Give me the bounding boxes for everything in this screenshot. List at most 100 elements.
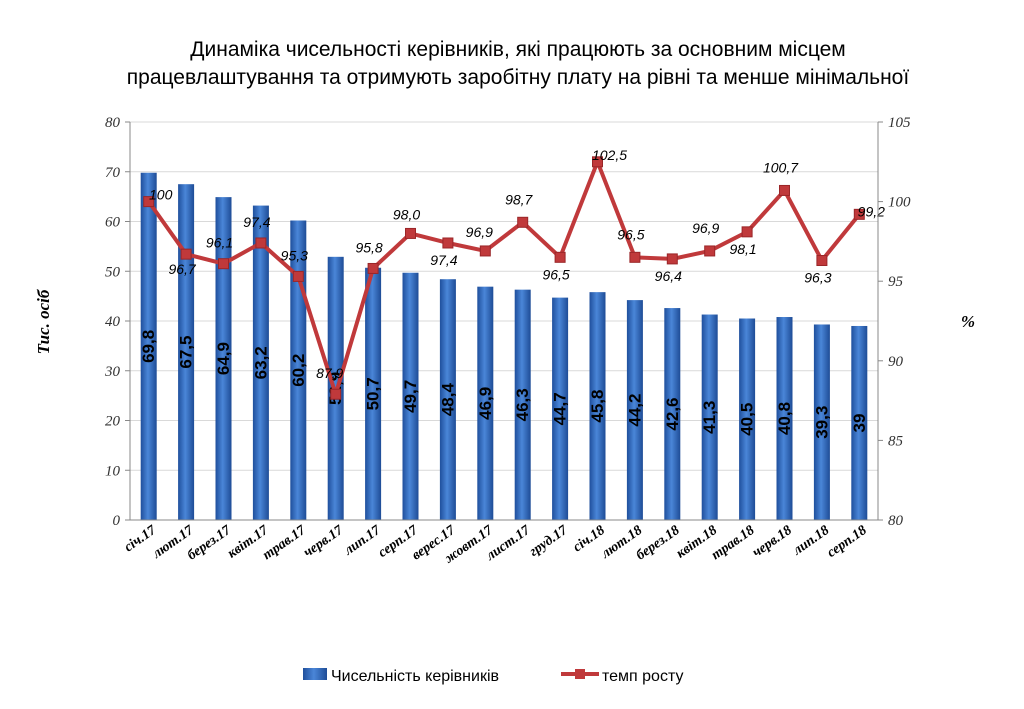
x-tick-label: черв.18 <box>750 523 795 561</box>
line-value-label: 98,0 <box>393 206 420 222</box>
bar <box>215 197 232 520</box>
bar <box>664 308 681 520</box>
bar <box>626 300 643 520</box>
line-value-label: 87,9 <box>316 365 343 381</box>
y-tick-label-left: 10 <box>105 463 121 479</box>
bar <box>851 325 868 520</box>
x-tick-label: берез.18 <box>634 523 683 564</box>
line-value-label: 99,2 <box>858 203 885 219</box>
bar <box>776 317 793 520</box>
y-tick-label-left: 30 <box>104 364 121 380</box>
bar-value-label: 60,2 <box>289 354 308 387</box>
line-value-label: 96,3 <box>804 270 831 286</box>
line-value-label: 96,9 <box>466 224 493 240</box>
bar-value-label: 64,9 <box>214 342 233 375</box>
y-tick-label-right: 105 <box>888 115 911 131</box>
line-value-label: 96,5 <box>542 266 569 282</box>
chart-title-line1: Динаміка чисельності керівників, які пра… <box>190 38 845 61</box>
line-point <box>143 196 155 208</box>
bar <box>140 172 157 520</box>
bar-value-label: 49,7 <box>401 380 420 413</box>
x-tick-label: серп.18 <box>825 523 870 561</box>
line-value-label: 97,4 <box>430 252 457 268</box>
y-tick-label-right: 95 <box>888 274 904 290</box>
bar-value-label: 67,5 <box>177 336 196 369</box>
bar <box>252 205 269 520</box>
legend-bar-swatch <box>303 668 327 680</box>
y-tick-label-left: 80 <box>105 115 121 131</box>
line-point <box>816 255 828 267</box>
x-axis-category-labels: січ.17лют.17берез.17квіт.17трав.17черв.1… <box>122 522 870 566</box>
line-value-label: 100 <box>149 187 173 203</box>
x-tick-label: лип.18 <box>790 523 832 559</box>
y-tick-label-left: 20 <box>105 414 121 430</box>
bar <box>701 314 718 520</box>
bar-value-label: 40,8 <box>775 402 794 435</box>
line-point <box>218 258 229 270</box>
line-point <box>479 245 491 257</box>
line-value-label: 96,9 <box>692 220 719 236</box>
y-tick-label-left: 50 <box>105 264 121 280</box>
y-tick-label-left: 40 <box>105 314 121 330</box>
bar <box>439 279 456 520</box>
bar-value-label: 69,8 <box>139 330 158 363</box>
line-value-label: 102,5 <box>592 147 627 163</box>
line-point <box>517 216 529 228</box>
bar <box>514 289 531 520</box>
y-tick-label-left: 0 <box>113 513 121 529</box>
line-point <box>779 184 790 196</box>
line-point <box>629 251 641 263</box>
bar-value-label: 40,5 <box>738 403 757 436</box>
bar <box>477 286 494 520</box>
line-value-label: 100,7 <box>763 159 799 175</box>
x-tick-label: берез.17 <box>185 522 235 563</box>
bar-value-label: 42,6 <box>663 397 682 430</box>
line-point <box>330 388 342 400</box>
legend-bar-label: Чисельність керівників <box>331 668 499 685</box>
line-point <box>741 226 753 238</box>
y-axis-left-ticks: 0 10 20 30 40 50 60 70 80 <box>104 115 130 529</box>
y-axis-left-title: Тис. осіб <box>34 288 53 354</box>
line-point <box>405 227 416 239</box>
legend-line-label: темп росту <box>602 668 683 685</box>
line-point <box>704 245 716 257</box>
line-point <box>180 248 192 260</box>
bar-value-label: 63,2 <box>251 346 270 379</box>
line-point <box>554 251 566 263</box>
line-point <box>292 270 304 282</box>
x-tick-label: лип.17 <box>341 522 384 559</box>
line-point <box>666 253 678 265</box>
bar-value-label: 39 <box>850 414 869 433</box>
x-tick-label: груд.17 <box>527 522 571 559</box>
line-value-label: 95,3 <box>281 247 308 263</box>
bar-value-label: 45,8 <box>588 390 607 423</box>
y-tick-label-left: 60 <box>105 215 121 231</box>
line-value-label: 95,8 <box>355 239 382 255</box>
bar <box>552 297 569 520</box>
line-value-label: 96,5 <box>617 226 644 242</box>
line-value-label: 96,7 <box>168 261 196 277</box>
line-value-label: 98,7 <box>505 191 533 207</box>
line-point <box>442 237 454 249</box>
bar-value-label: 46,3 <box>513 388 532 421</box>
bar <box>178 184 195 520</box>
y-axis-right-ticks: 80 85 90 95 100 105 <box>878 115 911 529</box>
x-tick-label: трав.18 <box>709 523 757 563</box>
y-tick-label-left: 70 <box>105 165 121 181</box>
line-value-label: 98,1 <box>729 241 756 257</box>
bar-value-label: 44,2 <box>625 394 644 427</box>
legend: Чисельність керівників темп росту <box>303 668 683 685</box>
line-value-label: 96,1 <box>206 235 233 251</box>
line-point <box>367 262 379 274</box>
line-value-label: 96,4 <box>655 268 682 284</box>
x-tick-label: трав.17 <box>260 522 309 563</box>
bar <box>739 318 756 520</box>
bar-data-labels: 69,8 67,5 64,9 63,2 60,252,9 50,7 49,7 48,4 46,9… <box>139 330 869 439</box>
line-data-labels: 100 96,7 96,1 97,4 95,3 87,9 95,8 98,0 97,4 96,9 9… <box>149 147 885 381</box>
bar <box>402 272 419 520</box>
y-axis-right-title: % <box>961 312 975 331</box>
bar-value-label: 50,7 <box>364 377 383 410</box>
bar <box>365 267 382 520</box>
bar-value-label: 48,4 <box>438 383 457 417</box>
